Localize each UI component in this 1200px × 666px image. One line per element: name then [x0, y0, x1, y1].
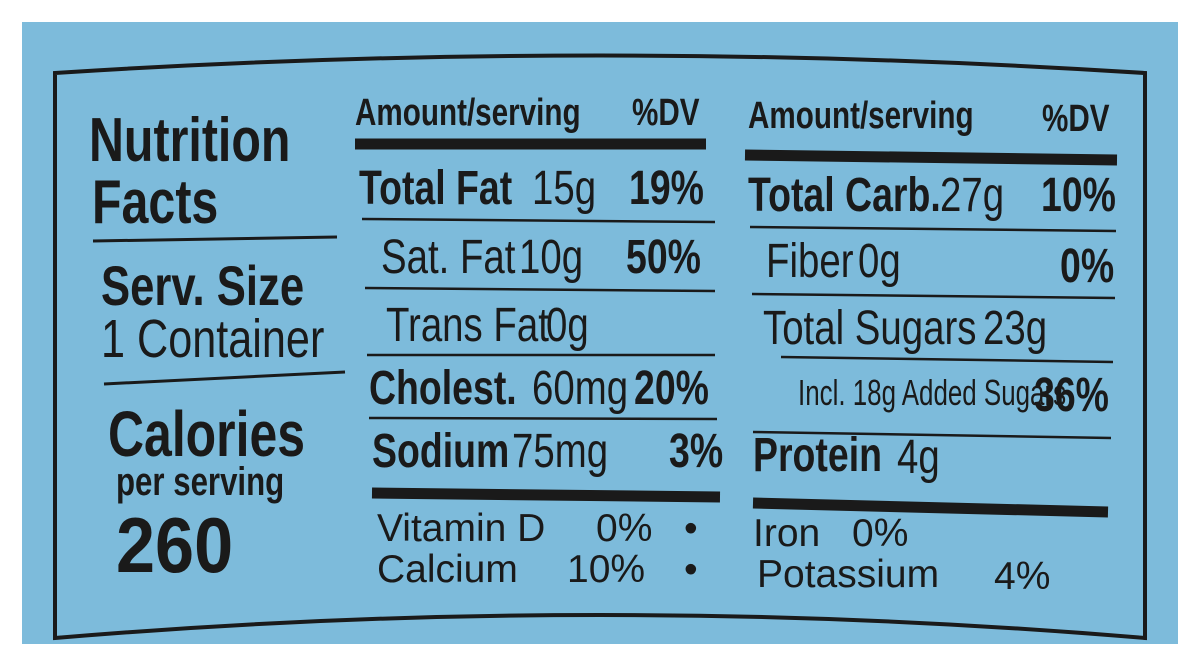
divider-col2-4: [752, 430, 1112, 440]
row-trans-fat-amount: 0g: [546, 299, 589, 352]
row-sat-fat-name: Sat. Fat: [381, 231, 516, 284]
row-fiber-name: Fiber: [766, 235, 854, 288]
calories-per-serving: per serving: [116, 460, 285, 504]
col1-header-dv: %DV: [632, 92, 700, 134]
row-total-fat-dv: 19%: [629, 162, 704, 215]
row-sodium-amount: 75mg: [512, 425, 609, 478]
row-total-carb-amount: 27g: [940, 169, 1005, 222]
vitamin-d-name: Vitamin D: [377, 507, 546, 550]
label-border: [53, 53, 1147, 641]
row-total-fat-name: Total Fat: [359, 162, 513, 215]
divider-col1-1: [361, 217, 716, 224]
row-added-sugars-dv: 36%: [1034, 369, 1109, 422]
col1-header-amount: Amount/serving: [355, 92, 581, 134]
potassium-name: Potassium: [757, 553, 940, 596]
title-nutrition: Nutrition: [89, 106, 291, 175]
row-total-sugars-amount: 23g: [983, 302, 1048, 355]
divider-col1-2: [364, 286, 716, 293]
divider-left-2: [103, 370, 346, 386]
divider-col2-3: [780, 355, 1114, 364]
row-sat-fat-dv: 50%: [626, 231, 701, 284]
row-total-carb-name: Total Carb.: [748, 169, 941, 222]
row-total-carb-dv: 10%: [1041, 169, 1116, 222]
divider-left-1: [92, 235, 338, 243]
divider-col2-2: [751, 292, 1116, 300]
row-total-fat-amount: 15g: [532, 162, 597, 215]
thick-bar-col2-top: [744, 149, 1118, 166]
row-cholesterol-name: Cholest.: [369, 362, 517, 415]
potassium-value: 4%: [994, 555, 1051, 598]
row-cholesterol-amount: 60mg: [532, 362, 629, 415]
iron-name: Iron: [753, 512, 821, 555]
col2-header-dv: %DV: [1042, 98, 1110, 140]
iron-value: 0%: [852, 512, 909, 555]
col2-header-amount: Amount/serving: [748, 95, 974, 137]
calcium-name: Calcium: [377, 548, 518, 591]
thick-bar-col2-bottom: [752, 497, 1109, 518]
row-fiber-amount: 0g: [858, 235, 901, 288]
row-sodium-dv: 3%: [669, 425, 724, 478]
serving-size-label: Serv. Size: [101, 254, 305, 317]
row-added-sugars-name: Incl. 18g Added Sugars: [798, 372, 1067, 413]
serving-size-value: 1 Container: [101, 309, 325, 369]
row-protein-name: Protein: [753, 429, 882, 482]
row-total-sugars-name: Total Sugars: [763, 302, 977, 355]
row-fiber-dv: 0%: [1060, 240, 1115, 293]
bullet-separator-2: •: [684, 548, 698, 591]
thick-bar-col1-bottom: [371, 487, 721, 503]
label-background: [22, 22, 1178, 644]
row-trans-fat-name: Trans Fat: [386, 299, 549, 352]
bullet-separator-1: •: [684, 507, 698, 550]
row-sat-fat-amount: 10g: [519, 231, 584, 284]
calories-label: Calories: [108, 398, 305, 470]
calcium-value: 10%: [567, 548, 646, 591]
calories-value: 260: [116, 501, 234, 589]
row-cholesterol-dv: 20%: [634, 362, 709, 415]
vitamin-d-value: 0%: [596, 507, 653, 550]
row-sodium-name: Sodium: [372, 425, 510, 478]
divider-col1-4: [368, 416, 718, 421]
title-facts: Facts: [92, 168, 219, 237]
divider-col2-1: [749, 225, 1117, 233]
row-protein-amount: 4g: [897, 431, 940, 484]
